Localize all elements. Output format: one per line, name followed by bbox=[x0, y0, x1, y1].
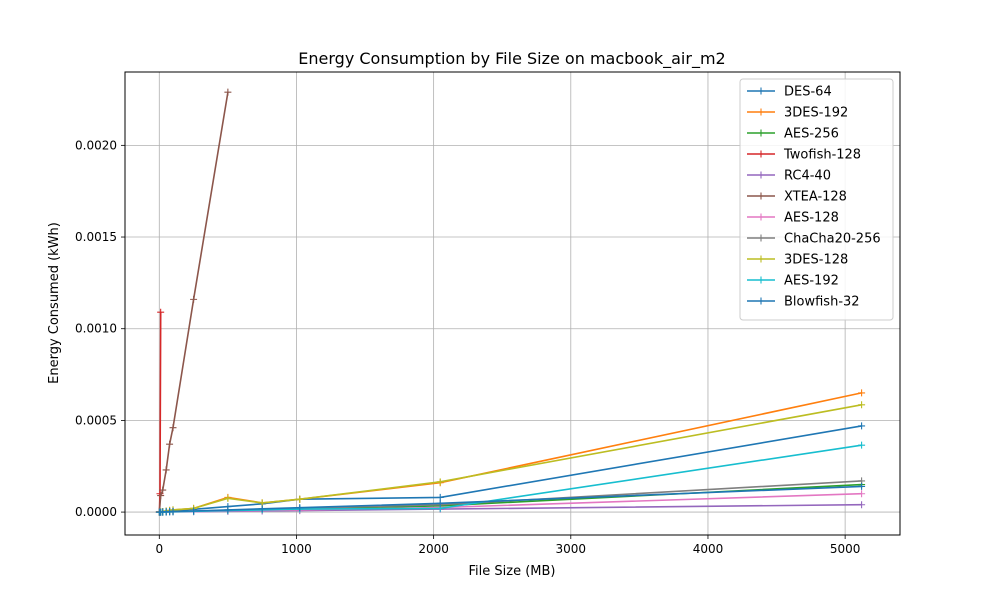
data-point bbox=[858, 441, 866, 449]
legend-marker bbox=[757, 192, 765, 200]
data-point bbox=[296, 504, 304, 512]
axes: 0 1000 2000 3000 4000 5000 0.0000 0.0005 0.0010 0… bbox=[75, 138, 860, 556]
data-point bbox=[169, 507, 177, 515]
legend-box bbox=[739, 78, 894, 321]
x-tick-label: 5000 bbox=[830, 542, 861, 556]
legend-marker bbox=[757, 213, 765, 221]
x-tick-label: 2000 bbox=[418, 542, 449, 556]
legend-marker bbox=[757, 129, 765, 137]
data-point bbox=[858, 422, 866, 430]
x-tick-label: 1000 bbox=[281, 542, 312, 556]
legend-item: XTEA-128 bbox=[747, 190, 847, 205]
data-point bbox=[858, 501, 866, 509]
plot-area-frame bbox=[124, 71, 901, 536]
legend-item: AES-128 bbox=[747, 211, 839, 226]
x-axis-label: File Size (MB) bbox=[469, 564, 556, 579]
legend-marker bbox=[757, 234, 765, 242]
data-point bbox=[296, 495, 304, 503]
legend-marker bbox=[757, 150, 765, 158]
legend-marker bbox=[757, 108, 765, 116]
chart-title: Energy Consumption by File Size on macbo… bbox=[298, 49, 725, 69]
legend-item: 3DES-192 bbox=[747, 106, 848, 121]
series-group bbox=[155, 88, 866, 516]
data-point bbox=[858, 389, 866, 397]
legend-label: Blowfish-32 bbox=[784, 295, 860, 310]
data-point bbox=[162, 466, 170, 474]
legend-label: 3DES-128 bbox=[784, 253, 848, 268]
legend-marker bbox=[757, 276, 765, 284]
y-tick-label: 0.0015 bbox=[75, 230, 117, 244]
legend-label: ChaCha20-256 bbox=[784, 232, 881, 247]
legend-label: DES-64 bbox=[784, 85, 832, 100]
legend-item: DES-64 bbox=[747, 85, 832, 100]
x-tick-label: 3000 bbox=[556, 542, 587, 556]
legend-item: Twofish-128 bbox=[747, 148, 861, 163]
legend-label: XTEA-128 bbox=[784, 190, 847, 205]
data-point bbox=[858, 490, 866, 498]
data-point bbox=[436, 493, 444, 501]
legend-label: Twofish-128 bbox=[783, 148, 861, 163]
data-point bbox=[190, 507, 198, 515]
data-point bbox=[436, 499, 444, 507]
data-point bbox=[258, 499, 266, 507]
legend-marker bbox=[757, 297, 765, 305]
data-point bbox=[157, 492, 165, 500]
legend-marker bbox=[757, 255, 765, 263]
legend-item: 3DES-128 bbox=[747, 253, 848, 268]
data-point bbox=[224, 506, 232, 514]
data-point bbox=[858, 482, 866, 490]
data-point bbox=[224, 88, 232, 96]
y-tick-label: 0.0020 bbox=[75, 138, 117, 152]
data-point bbox=[258, 505, 266, 513]
legend-label: AES-192 bbox=[784, 274, 839, 289]
data-point bbox=[159, 486, 167, 494]
legend-label: AES-256 bbox=[784, 127, 839, 142]
data-point bbox=[858, 401, 866, 409]
data-point bbox=[166, 440, 174, 448]
legend-marker bbox=[757, 87, 765, 95]
y-axis-label: Energy Consumed (kWh) bbox=[47, 222, 62, 384]
legend: DES-64 3DES-192 AES-256 Twofish-128 RC4-40 XT… bbox=[739, 78, 894, 321]
data-point bbox=[190, 295, 198, 303]
data-point bbox=[169, 424, 177, 432]
legend-label: 3DES-192 bbox=[784, 106, 848, 121]
y-tick-label: 0.0010 bbox=[75, 322, 117, 336]
series-blowfish-32 bbox=[155, 482, 866, 516]
legend-item: ChaCha20-256 bbox=[747, 232, 881, 247]
legend-item: AES-192 bbox=[747, 274, 839, 289]
data-point bbox=[224, 494, 232, 502]
legend-label: RC4-40 bbox=[784, 169, 831, 184]
legend-marker bbox=[757, 171, 765, 179]
legend-item: Blowfish-32 bbox=[747, 295, 860, 310]
y-tick-label: 0.0005 bbox=[75, 413, 117, 427]
data-point bbox=[436, 478, 444, 486]
data-point bbox=[157, 308, 165, 316]
legend-item: RC4-40 bbox=[747, 169, 831, 184]
x-tick-label: 4000 bbox=[693, 542, 724, 556]
legend-item: AES-256 bbox=[747, 127, 839, 142]
legend-label: AES-128 bbox=[784, 211, 839, 226]
y-tick-label: 0.0000 bbox=[75, 505, 117, 519]
x-tick-label: 0 bbox=[155, 542, 163, 556]
